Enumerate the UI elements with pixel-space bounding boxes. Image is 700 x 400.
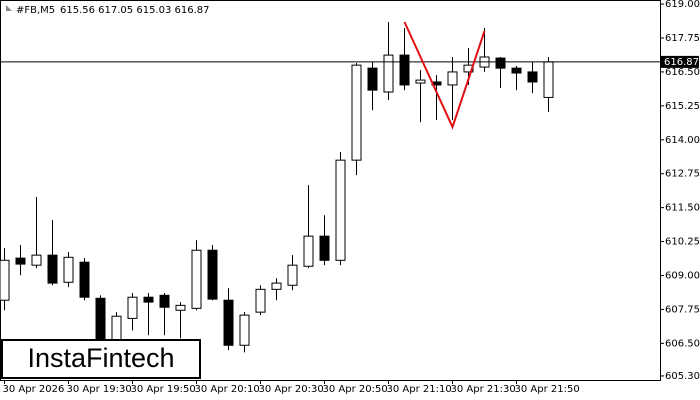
y-tick-label: 616.50 (665, 67, 700, 78)
watermark-frame (1, 339, 201, 379)
y-tick-label: 619.00 (665, 0, 700, 10)
candle-body (47, 254, 58, 284)
watermark: InstaFintech (27, 343, 174, 373)
y-tick-label: 614.00 (665, 135, 700, 146)
candle-body (511, 67, 522, 74)
candle-body (63, 256, 74, 283)
x-tick-label: 30 Apr 19:50 (131, 384, 196, 395)
candle-body (79, 261, 90, 298)
current-price-label: 616.87 (664, 57, 699, 68)
candle-body (207, 249, 218, 300)
candle-body (31, 254, 42, 266)
current-price-box (661, 55, 699, 68)
symbol-icon (6, 5, 12, 11)
ohlc-header: 615.56 617.05 615.03 616.87 (60, 5, 210, 16)
watermark-box: InstaFintech (1, 339, 201, 379)
y-tick-label: 606.50 (665, 338, 700, 349)
y-tick-label: 612.75 (665, 169, 700, 180)
symbol: #FB,M5 (16, 5, 55, 16)
y-tick-label: 615.25 (665, 101, 700, 112)
x-tick-label: 30 Apr 2026 (3, 384, 65, 395)
candle-body (335, 159, 346, 261)
candle-body (415, 79, 426, 84)
y-tick-label: 609.00 (665, 271, 700, 282)
candle-body (95, 297, 106, 346)
x-tick-label: 30 Apr 19:30 (67, 384, 132, 395)
candle-body (495, 57, 506, 69)
candle-body (0, 259, 10, 301)
candle-body (399, 54, 410, 86)
candle-body (351, 64, 362, 161)
candle-body (159, 294, 170, 308)
y-tick-label: 610.25 (665, 237, 700, 248)
candle-body (239, 314, 250, 346)
candle-body (15, 257, 26, 265)
candle-body (527, 71, 538, 83)
y-tick-label: 607.75 (665, 304, 700, 315)
pattern-line (403, 21, 486, 130)
candle-body (367, 67, 378, 91)
candle-body (255, 288, 266, 313)
y-tick-label: 611.50 (665, 203, 700, 214)
candle-body (287, 264, 298, 286)
candle-body (447, 71, 458, 86)
x-tick-label: 30 Apr 20:50 (323, 384, 388, 395)
x-tick-label: 30 Apr 21:10 (387, 384, 452, 395)
y-tick-label: 605.30 (665, 371, 700, 382)
candle-body (223, 299, 234, 346)
candle-body (543, 61, 554, 98)
candle-body (143, 296, 154, 303)
candle-body (175, 304, 186, 311)
x-tick-label: 30 Apr 21:50 (515, 384, 580, 395)
x-tick-label: 30 Apr 20:10 (195, 384, 260, 395)
candle-body (383, 54, 394, 93)
x-tick-label: 30 Apr 21:30 (451, 384, 516, 395)
candle-body (191, 249, 202, 309)
plot-frame (0, 0, 661, 381)
x-tick-label: 30 Apr 20:30 (259, 384, 324, 395)
candle-body (271, 282, 282, 290)
y-tick-label: 617.75 (665, 33, 700, 44)
candle-body (303, 235, 314, 267)
candle-body (127, 296, 138, 319)
candle-body (319, 235, 330, 261)
